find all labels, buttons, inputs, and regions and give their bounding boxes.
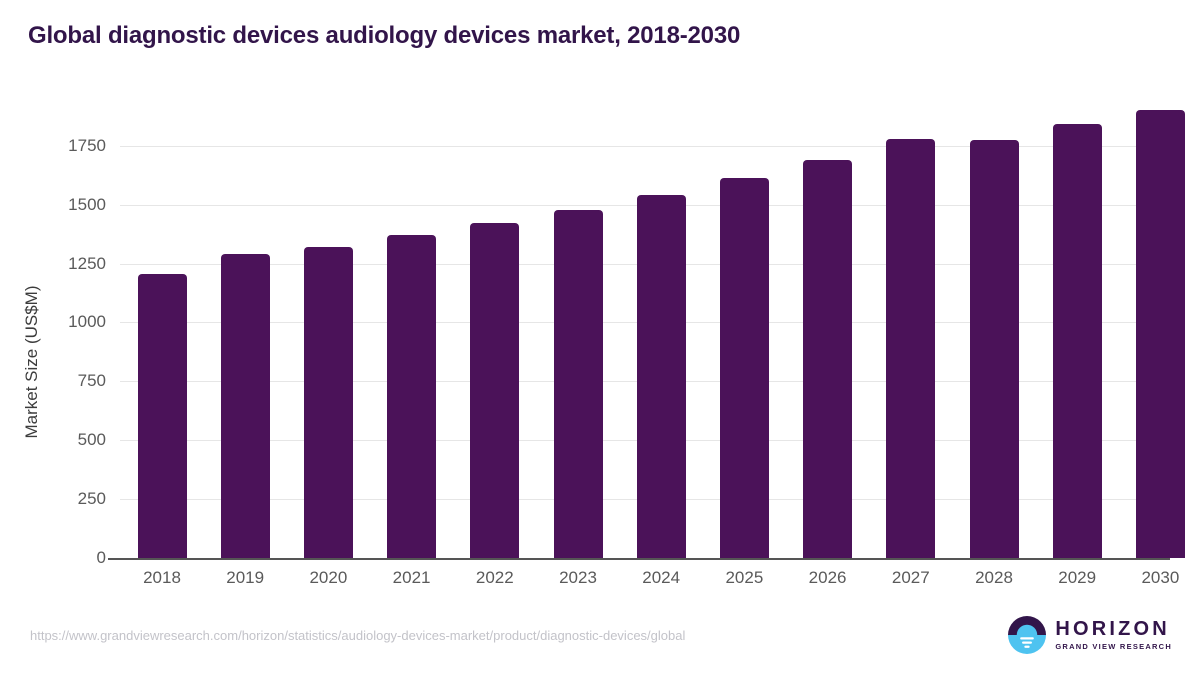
page-title: Global diagnostic devices audiology devi…: [28, 22, 741, 49]
bar-2027[interactable]: [886, 139, 936, 558]
x-tick-label-2021: 2021: [392, 568, 431, 587]
gridline: [120, 145, 1170, 147]
y-tick-label: 0: [96, 548, 106, 567]
x-tick-label-2026: 2026: [808, 568, 847, 587]
x-tick-label-2027: 2027: [891, 568, 930, 587]
bar-2022[interactable]: [470, 222, 520, 558]
bar-2028[interactable]: [969, 140, 1019, 558]
x-tick-label-2028: 2028: [975, 568, 1013, 587]
source-url[interactable]: https://www.grandviewresearch.com/horizo…: [30, 628, 686, 643]
bar-2019[interactable]: [220, 253, 270, 558]
y-tick-label: 1250: [68, 253, 106, 273]
y-tick-label: 1500: [68, 194, 106, 214]
x-axis-line: [108, 558, 1170, 560]
bar-2024[interactable]: [636, 194, 686, 558]
horizon-circle-icon: [1008, 616, 1047, 654]
x-tick-label-2022: 2022: [475, 568, 514, 587]
logo-tagline: GRAND VIEW RESEARCH: [1055, 642, 1172, 652]
bar-2026[interactable]: [803, 160, 853, 558]
logo-name: HORIZON: [1055, 618, 1170, 641]
y-tick-label: 1000: [68, 312, 106, 332]
y-tick-label: 500: [77, 430, 106, 450]
x-tick-label-2018: 2018: [143, 568, 181, 587]
x-tick-label-2019: 2019: [226, 568, 265, 587]
bar-2023[interactable]: [553, 210, 603, 558]
x-tick-label-2020: 2020: [309, 568, 348, 587]
bar-2020[interactable]: [303, 247, 353, 558]
bar-2029[interactable]: [1052, 124, 1102, 558]
bar-2025[interactable]: [719, 178, 769, 558]
y-tick-label: 250: [77, 489, 106, 509]
x-tick-label-2024: 2024: [642, 568, 681, 587]
x-tick-label-2029: 2029: [1058, 568, 1097, 587]
x-tick-label-2025: 2025: [725, 568, 764, 587]
y-tick-label: 750: [77, 371, 106, 391]
bar-2030[interactable]: [1135, 109, 1185, 558]
x-tick-label-2023: 2023: [559, 568, 597, 587]
logo-text-block: HORIZON GRAND VIEW RESEARCH: [1055, 619, 1172, 651]
y-tick-label: 1750: [68, 135, 106, 155]
horizon-logo[interactable]: HORIZON GRAND VIEW RESEARCH: [1008, 616, 1172, 654]
bar-2018[interactable]: [137, 274, 187, 558]
x-tick-label-2030: 2030: [1141, 568, 1180, 587]
bar-2021[interactable]: [387, 235, 437, 558]
